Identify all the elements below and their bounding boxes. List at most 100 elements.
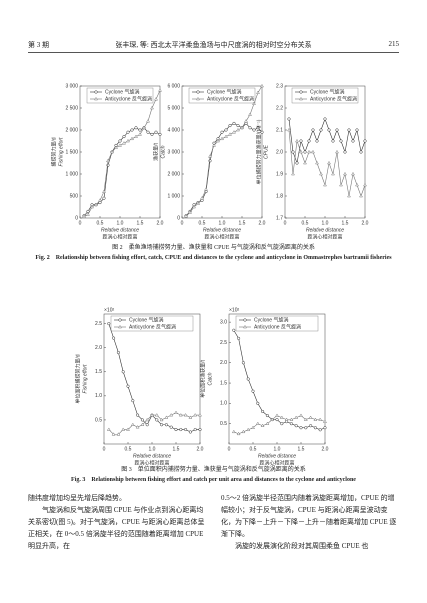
marker (289, 422, 293, 426)
y-label: 单位捕捞努力量渔获量/(t·d⁻¹) (255, 119, 262, 184)
marker (224, 134, 228, 138)
marker (294, 415, 299, 419)
marker (232, 121, 236, 125)
legend-frame (86, 87, 154, 104)
x-tick-label: 2.0 (157, 220, 164, 226)
x-tick-label: 1.0 (322, 220, 329, 226)
plot-frame (181, 85, 263, 219)
x-tick-label: 1.5 (342, 220, 349, 226)
marker (200, 196, 204, 200)
marker (232, 328, 236, 332)
marker (228, 124, 232, 128)
marker (216, 138, 220, 143)
y-tick-label: 2.3 (276, 83, 283, 89)
paragraph: 气旋涡和反气旋涡周围 CPUE 与作业点到涡心距离均关系密切(图 5)。对于气旋… (28, 506, 205, 550)
marker (261, 409, 265, 414)
marker (363, 139, 367, 143)
y-tick-label: 0.5 (95, 417, 102, 423)
legend-label: Anticyclone 反气旋涡 (129, 323, 176, 330)
y-tick-label: 2.5 (220, 340, 227, 346)
y-tick-label: 2.5 (95, 321, 102, 327)
marker (150, 132, 154, 136)
marker (135, 425, 140, 429)
y-tick-label: 2.1 (276, 127, 283, 133)
marker (256, 401, 260, 405)
left-column: 随纬度增加均呈先增后降趋势。 气旋涡和反气旋涡周围 CPUE 与作业点到涡心距离… (28, 492, 206, 552)
marker (318, 417, 323, 421)
marker (331, 171, 335, 176)
y-label-en: Fishing effort (58, 137, 64, 167)
legend-marker (94, 90, 98, 94)
y-tick-label: 0 (75, 215, 78, 221)
marker (246, 377, 250, 381)
marker (252, 101, 256, 105)
marker (130, 136, 134, 141)
marker (118, 139, 122, 143)
legend-label: Anticyclone 反气旋涡 (207, 95, 254, 102)
marker (160, 423, 164, 427)
marker (260, 423, 265, 427)
marker (158, 88, 162, 92)
marker (116, 350, 120, 355)
marker (323, 117, 327, 121)
y-tick-label: 0 (177, 215, 180, 221)
marker (304, 426, 308, 430)
marker (327, 128, 331, 132)
caption: Fig. 2 Relationship between fishing effo… (35, 255, 392, 261)
marker (121, 370, 125, 374)
marker (265, 414, 269, 418)
marker (184, 428, 188, 432)
marker (347, 193, 351, 198)
marker (351, 139, 355, 143)
y-tick-label: 1.5 (220, 380, 227, 386)
legend-marker (118, 318, 122, 322)
marker (318, 428, 322, 432)
right-column: 0.5～2 倍涡旋半径范围内随着涡旋距离增加，CPUE 的增幅较小；对于反气旋涡… (221, 492, 399, 552)
marker (118, 143, 122, 147)
marker (289, 417, 294, 421)
marker (270, 417, 275, 421)
marker (102, 196, 106, 200)
marker (308, 415, 313, 419)
marker (309, 424, 313, 428)
y-tick-label: 3 000 (167, 149, 180, 155)
marker (323, 419, 327, 423)
marker (307, 139, 311, 143)
plot-frame (284, 85, 366, 219)
marker (188, 430, 192, 434)
x-tick-label: 0 (284, 220, 287, 226)
marker (145, 423, 149, 427)
paragraph: 0.5～2 倍涡旋半径范围内随着涡旋距离增加，CPUE 的增幅较小；对于反气旋涡… (221, 494, 397, 538)
marker (303, 417, 308, 421)
legend-label: Anticyclone 反气旋涡 (254, 323, 301, 330)
marker (307, 149, 311, 154)
series-line (288, 118, 366, 165)
legend-marker (299, 96, 303, 101)
marker (106, 158, 110, 163)
y-tick-label: 2 000 (65, 127, 78, 133)
marker (343, 150, 347, 154)
marker (255, 421, 260, 425)
marker (313, 417, 318, 421)
legend-marker (118, 324, 122, 329)
marker (198, 413, 202, 417)
marker (110, 149, 114, 154)
x-tick-label: 1.0 (149, 446, 156, 452)
y-label-en: Catch (160, 145, 166, 158)
x-tick-label: 0.5 (250, 446, 257, 452)
y-tick-label: 0.5 (220, 421, 227, 427)
marker (86, 212, 90, 216)
y-tick-label: 2.0 (220, 360, 227, 366)
plot-frame (103, 313, 201, 445)
marker (313, 426, 317, 430)
x-label-en: Relative distance (258, 453, 296, 459)
marker (311, 149, 315, 154)
marker (193, 413, 198, 417)
marker (299, 426, 303, 430)
x-tick-label: 1.5 (298, 446, 305, 452)
marker (237, 336, 241, 340)
y-tick-label: 1 000 (167, 193, 180, 199)
marker (303, 150, 307, 154)
marker (299, 149, 303, 154)
